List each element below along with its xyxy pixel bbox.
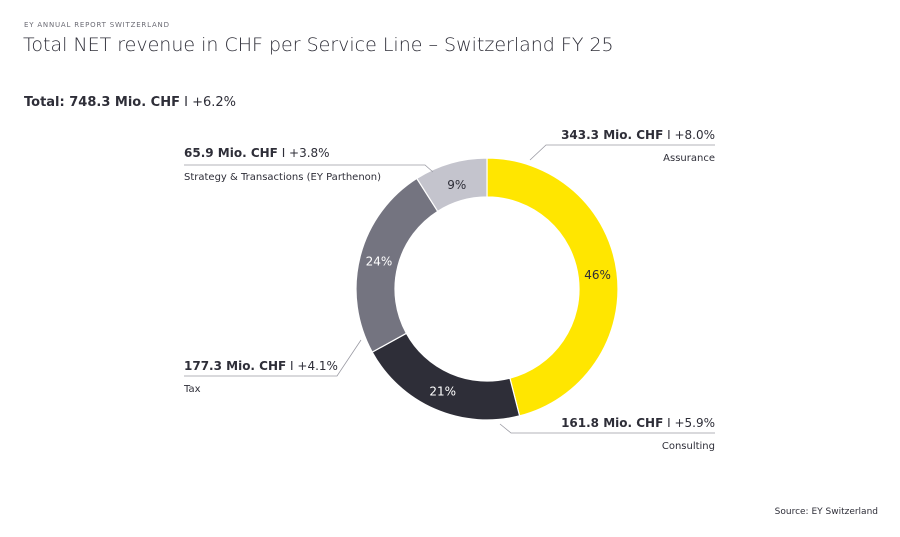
total-summary: Total: 748.3 Mio. CHF I +6.2% <box>24 95 236 110</box>
slice-name-label: Strategy & Transactions (EY Parthenon) <box>184 172 381 183</box>
slice-percent-label: 21% <box>429 384 456 398</box>
report-kicker: EY ANNUAL REPORT SWITZERLAND <box>24 21 170 29</box>
slice-0 <box>486 157 619 417</box>
slice-value-label: 177.3 Mio. CHF I +4.1% <box>184 359 338 373</box>
slice-percent-label: 46% <box>584 268 611 282</box>
slice-percent-label: 24% <box>366 254 393 268</box>
slice-name-label: Tax <box>183 384 201 395</box>
total-growth: I +6.2% <box>184 95 237 110</box>
chart-title: Total NET revenue in CHF per Service Lin… <box>23 34 614 56</box>
slice-value-label: 65.9 Mio. CHF I +3.8% <box>184 146 330 160</box>
leader-line <box>529 144 715 161</box>
leader-line <box>499 423 715 434</box>
slice-value-label: 343.3 Mio. CHF I +8.0% <box>561 128 715 142</box>
total-value: Total: 748.3 Mio. CHF <box>24 95 180 110</box>
slice-1 <box>371 332 521 421</box>
slice-name-label: Assurance <box>663 153 715 164</box>
slice-value-label: 161.8 Mio. CHF I +5.9% <box>561 416 715 430</box>
slice-name-label: Consulting <box>662 441 715 452</box>
leader-line <box>184 339 362 377</box>
leader-line <box>184 164 434 173</box>
slice-3 <box>415 157 488 213</box>
source-note: Source: EY Switzerland <box>774 507 878 517</box>
slice-percent-label: 9% <box>447 178 466 192</box>
